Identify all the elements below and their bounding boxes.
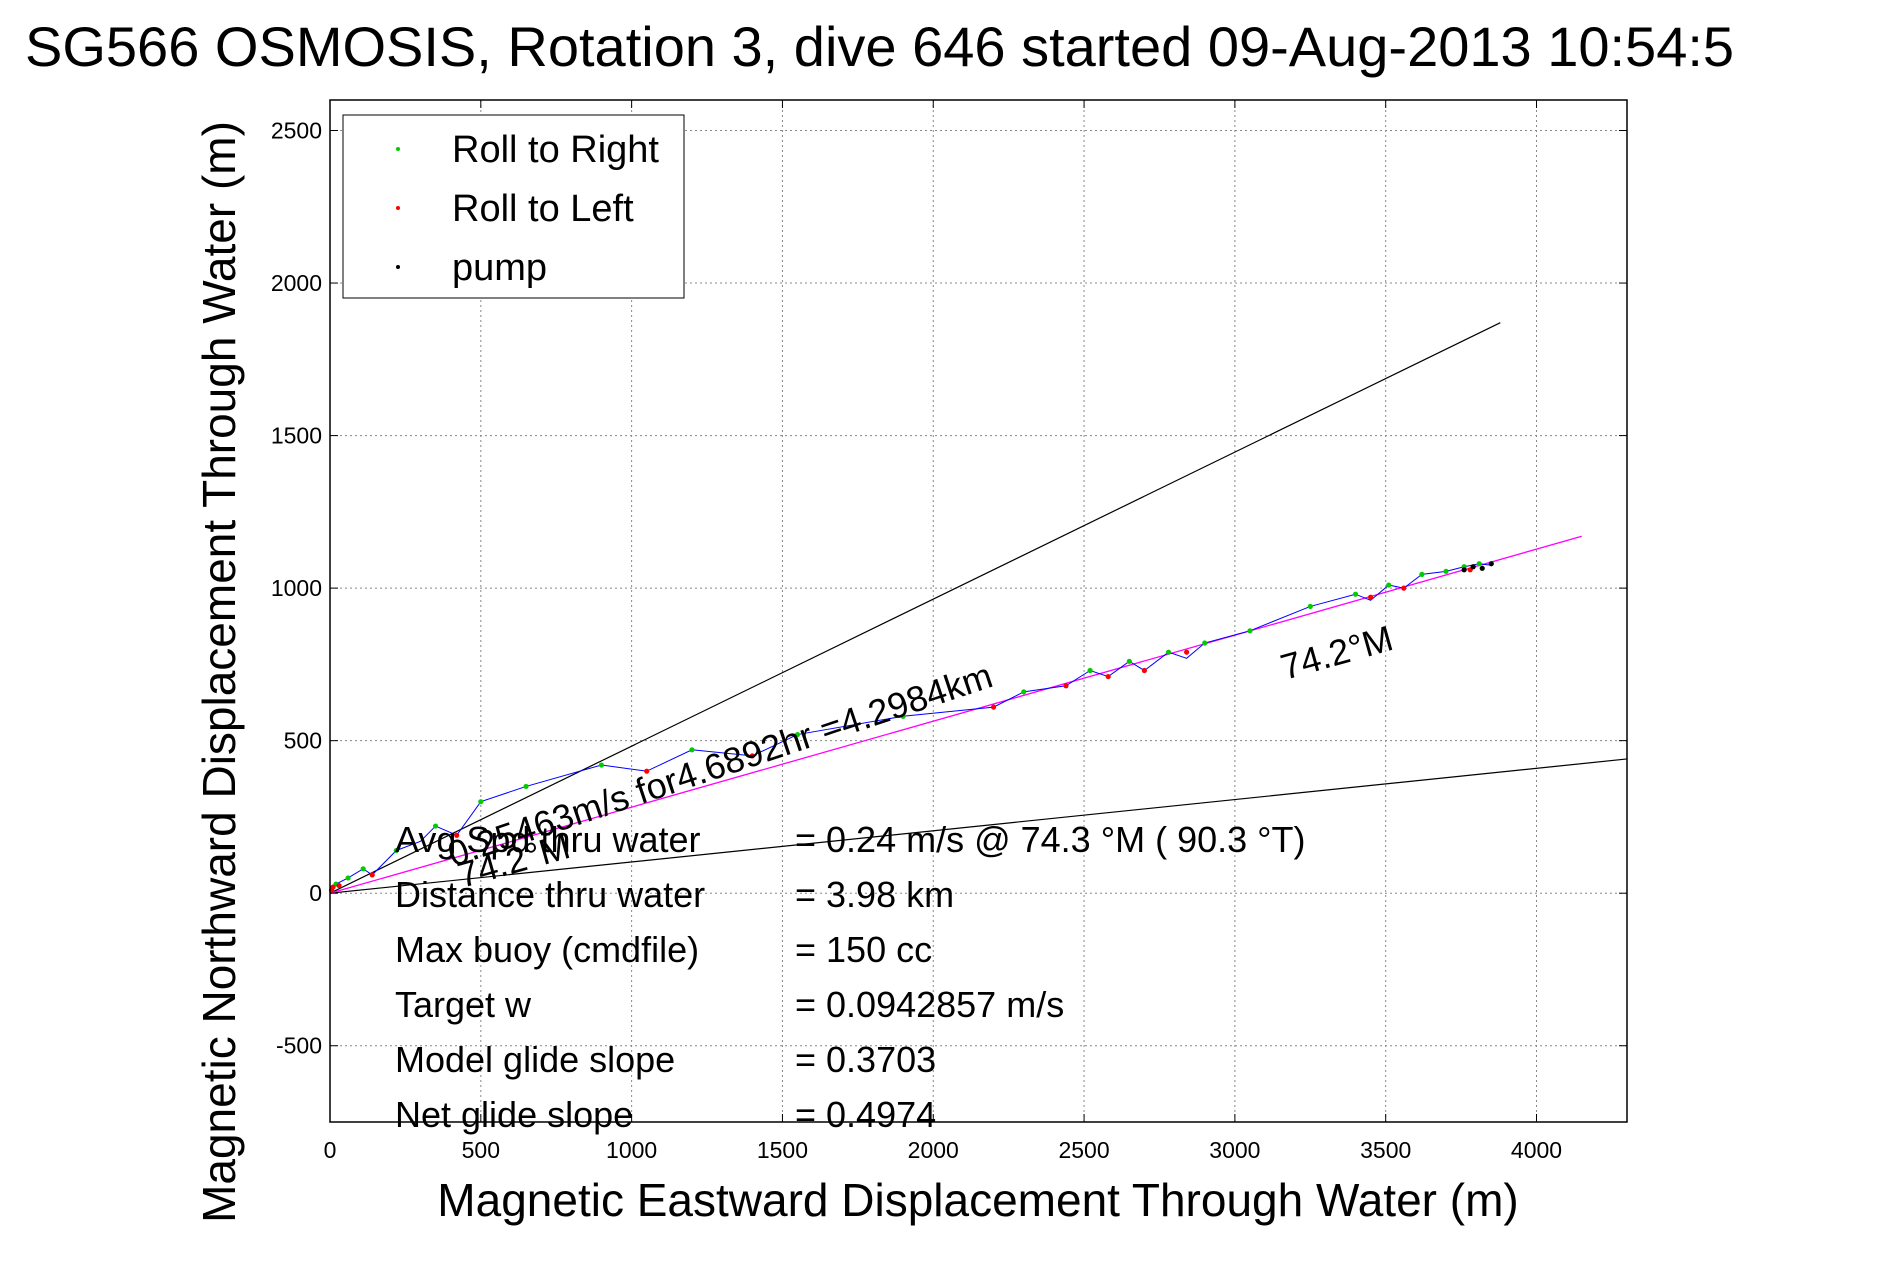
x-tick-label: 0 bbox=[324, 1137, 337, 1163]
y-axis-label: Magnetic Northward Displacement Through … bbox=[193, 121, 245, 1223]
plot-frame bbox=[329, 99, 1628, 1123]
fit-line-segment bbox=[329, 535, 1582, 894]
point-pump bbox=[1461, 567, 1467, 573]
stat-label: Model glide slope bbox=[395, 1039, 675, 1080]
y-tick-label: 2500 bbox=[271, 118, 322, 144]
point-roll-to-left bbox=[369, 872, 375, 878]
point-pump bbox=[1488, 561, 1494, 567]
x-tick-label: 4000 bbox=[1511, 1137, 1562, 1163]
stat-label: Avg Spd thru water bbox=[395, 819, 701, 860]
stat-value: = 0.3703 bbox=[795, 1039, 936, 1080]
y-tick-label: -500 bbox=[276, 1033, 322, 1059]
point-pump bbox=[1470, 564, 1476, 570]
legend-label: Roll to Right bbox=[452, 129, 659, 171]
fit-line bbox=[329, 535, 1582, 894]
point-roll-to-right bbox=[1087, 667, 1093, 674]
point-roll-to-right bbox=[1021, 689, 1027, 695]
legend-marker bbox=[396, 206, 400, 210]
reference-line bbox=[329, 322, 1501, 894]
stats-block: Avg Spd thru water = 0.24 m/s @ 74.3 °M (… bbox=[395, 819, 1306, 1135]
x-tick-label: 2000 bbox=[908, 1137, 959, 1163]
point-roll-to-left bbox=[990, 704, 997, 710]
point-roll-to-right bbox=[1386, 582, 1392, 588]
stat-value: = 3.98 km bbox=[795, 874, 954, 915]
point-roll-to-right bbox=[1126, 658, 1132, 664]
track-polyline bbox=[329, 563, 1492, 894]
point-roll-to-left bbox=[454, 832, 460, 838]
legend-marker bbox=[396, 265, 400, 269]
legend-label: pump bbox=[452, 247, 547, 289]
stat-value: = 150 cc bbox=[795, 929, 932, 970]
stat-label: Distance thru water bbox=[395, 874, 705, 915]
point-roll-to-right bbox=[689, 747, 695, 753]
point-roll-to-right bbox=[1202, 640, 1208, 646]
point-roll-to-right bbox=[432, 823, 439, 829]
legend: Roll to Right Roll to Left pump bbox=[342, 114, 685, 299]
stat-label: Target w bbox=[395, 984, 532, 1025]
data-points bbox=[328, 561, 1494, 893]
point-roll-to-left bbox=[1401, 585, 1407, 591]
x-tick-label: 1000 bbox=[606, 1137, 657, 1163]
x-tick-label: 3500 bbox=[1360, 1137, 1411, 1163]
reference-line bbox=[329, 758, 1628, 894]
chart-title: SG566 OSMOSIS, Rotation 3, dive 646 star… bbox=[25, 15, 1734, 78]
legend-marker bbox=[396, 147, 400, 151]
stat-label: Max buoy (cmdfile) bbox=[395, 929, 699, 970]
point-roll-to-left bbox=[1063, 683, 1069, 689]
legend-items: Roll to Right Roll to Left pump bbox=[396, 129, 659, 289]
stat-value: = 0.4974 bbox=[795, 1094, 936, 1135]
point-roll-to-left bbox=[336, 882, 342, 889]
point-roll-to-left bbox=[749, 753, 755, 759]
reference-lines bbox=[329, 322, 1628, 894]
y-tick-label: 500 bbox=[284, 728, 322, 754]
point-roll-to-left bbox=[1105, 673, 1111, 680]
point-roll-to-left bbox=[1141, 667, 1147, 674]
x-axis-ticks: 0 500 1000 1500 2000 2500 3000 3500 4000 bbox=[324, 100, 1562, 1163]
y-axis-ticks: -500 0 500 1000 1500 2000 2500 bbox=[271, 118, 1627, 1059]
point-roll-to-left bbox=[1368, 594, 1374, 600]
x-axis-label: Magnetic Eastward Displacement Through W… bbox=[437, 1174, 1518, 1226]
y-tick-label: 1000 bbox=[271, 575, 322, 601]
x-tick-label: 3000 bbox=[1209, 1137, 1260, 1163]
y-tick-label: 2000 bbox=[271, 270, 322, 296]
point-roll-to-right bbox=[794, 731, 801, 738]
legend-label: Roll to Left bbox=[452, 188, 634, 230]
point-roll-to-left bbox=[644, 768, 650, 774]
point-roll-to-right bbox=[1443, 568, 1449, 574]
point-roll-to-right bbox=[523, 783, 529, 790]
point-roll-to-right bbox=[360, 866, 366, 872]
point-roll-to-right bbox=[1352, 591, 1359, 597]
point-roll-to-right bbox=[1247, 628, 1253, 634]
x-tick-label: 2500 bbox=[1058, 1137, 1109, 1163]
stat-value: = 0.24 m/s @ 74.3 °M ( 90.3 °T) bbox=[795, 819, 1306, 860]
y-tick-label: 1500 bbox=[271, 423, 322, 449]
point-roll-to-right bbox=[1419, 571, 1425, 577]
x-tick-label: 500 bbox=[462, 1137, 500, 1163]
point-roll-to-right bbox=[900, 713, 906, 719]
y-tick-label: 0 bbox=[309, 880, 322, 906]
track-line bbox=[329, 563, 1492, 894]
stat-label: Net glide slope bbox=[395, 1094, 633, 1135]
point-roll-to-right bbox=[1165, 649, 1172, 655]
point-roll-to-right bbox=[345, 875, 351, 881]
point-roll-to-right bbox=[598, 762, 605, 768]
point-roll-to-right bbox=[1307, 603, 1313, 610]
stat-value: = 0.0942857 m/s bbox=[795, 984, 1064, 1025]
x-tick-label: 1500 bbox=[757, 1137, 808, 1163]
point-roll-to-right bbox=[478, 799, 484, 805]
point-roll-to-right bbox=[393, 847, 399, 854]
point-roll-to-left bbox=[330, 884, 336, 890]
point-roll-to-right bbox=[1476, 561, 1482, 567]
point-roll-to-left bbox=[1184, 649, 1190, 655]
point-pump bbox=[1479, 565, 1485, 571]
